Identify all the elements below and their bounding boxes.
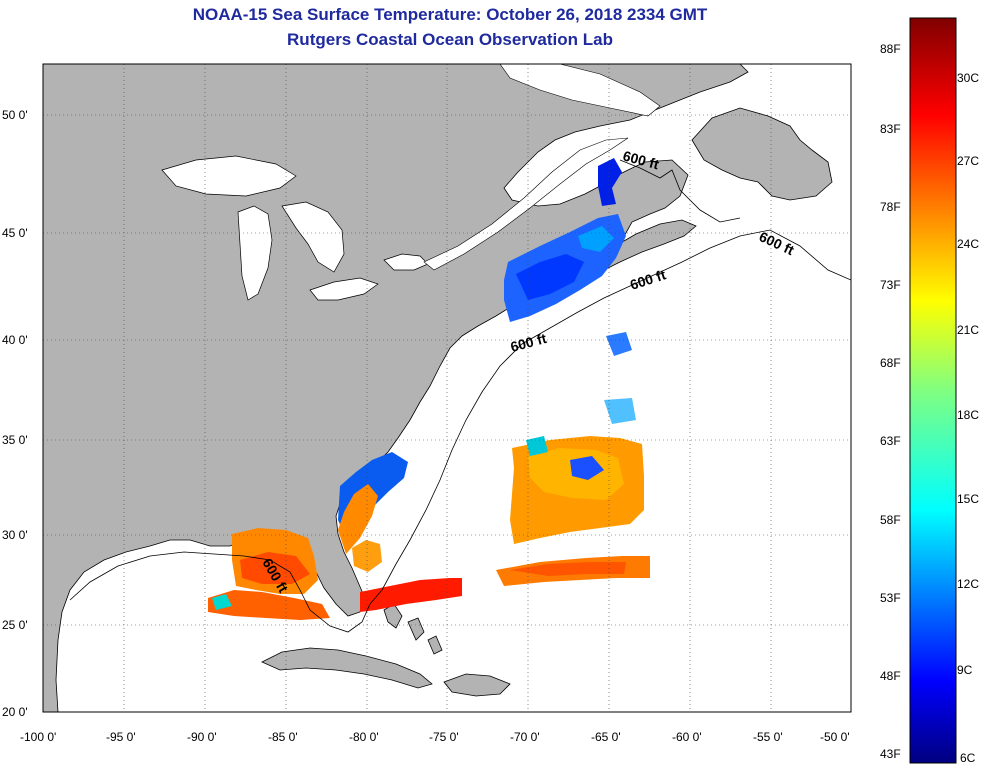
- colorbar-c-label: 30C: [957, 71, 979, 85]
- colorbar-f-label: 63F: [880, 434, 901, 448]
- lat-ticks: 20 0' 25 0' 30 0' 35 0' 40 0' 45 0' 50 0…: [2, 108, 28, 719]
- colorbar-c-label: 24C: [957, 237, 979, 251]
- colorbar-c-label: 15C: [957, 492, 979, 506]
- colorbar-f-label: 58F: [880, 513, 901, 527]
- lat-tick-label: 35 0': [2, 433, 28, 447]
- map-subtitle: Rutgers Coastal Ocean Observation Lab: [287, 30, 613, 49]
- lat-tick-label: 45 0': [2, 226, 28, 240]
- land-newfoundland: [691, 107, 833, 201]
- colorbar-f-label: 73F: [880, 278, 901, 292]
- lon-tick-label: -80 0': [349, 730, 379, 744]
- lon-tick-label: -75 0': [429, 730, 459, 744]
- sst-gulf-of-mexico: [208, 528, 330, 620]
- lon-tick-label: -85 0': [268, 730, 298, 744]
- land-nova-scotia: [593, 219, 697, 271]
- colorbar-f-label: 88F: [880, 42, 901, 56]
- sst-lower-swath: [496, 556, 650, 586]
- colorbar-c-label: 27C: [957, 154, 979, 168]
- colorbar-f-label: 78F: [880, 200, 901, 214]
- colorbar-c-label: 18C: [957, 408, 979, 422]
- lon-tick-label: -90 0': [187, 730, 217, 744]
- sst-gulf-of-maine: [504, 158, 632, 356]
- lon-tick-label: -65 0': [591, 730, 621, 744]
- lat-tick-label: 30 0': [2, 528, 28, 542]
- lon-ticks: -100 0' -95 0' -90 0' -85 0' -80 0' -75 …: [20, 730, 850, 744]
- lon-tick-label: -95 0': [106, 730, 136, 744]
- lon-tick-label: -55 0': [753, 730, 783, 744]
- hudson-bay: [499, 64, 661, 117]
- colorbar-c-label: 6C: [960, 751, 976, 765]
- lat-lon-grid: [43, 64, 851, 712]
- land-cuba: [261, 647, 433, 689]
- lon-tick-label: -60 0': [672, 730, 702, 744]
- map-title: NOAA-15 Sea Surface Temperature: October…: [192, 5, 708, 24]
- colorbar-c-label: 9C: [957, 663, 973, 677]
- lon-tick-label: -70 0': [510, 730, 540, 744]
- land-north-america: [43, 64, 749, 712]
- colorbar-c-label: 12C: [957, 577, 979, 591]
- colorbar: 88F 83F 78F 73F 68F 63F 58F 53F 48F 43F …: [880, 17, 979, 765]
- sst-sargasso-patch: [510, 398, 644, 544]
- lat-tick-label: 50 0': [2, 108, 28, 122]
- colorbar-f-label: 68F: [880, 356, 901, 370]
- colorbar-f-label: 53F: [880, 591, 901, 605]
- lat-tick-label: 20 0': [2, 705, 28, 719]
- colorbar-f-label: 48F: [880, 669, 901, 683]
- lat-tick-label: 25 0': [2, 618, 28, 632]
- lon-tick-label: -50 0': [820, 730, 850, 744]
- map-frame: [42, 63, 852, 713]
- land-hispaniola: [443, 673, 511, 697]
- great-lakes: [161, 155, 429, 301]
- lat-tick-label: 40 0': [2, 333, 28, 347]
- sst-florida-band: [360, 578, 462, 612]
- lon-tick-label: -100 0': [20, 730, 56, 744]
- colorbar-f-label: 43F: [880, 747, 901, 761]
- colorbar-f-label: 83F: [880, 122, 901, 136]
- st-lawrence-river: [423, 137, 629, 271]
- colorbar-c-label: 21C: [957, 323, 979, 337]
- colorbar-gradient: [909, 17, 957, 764]
